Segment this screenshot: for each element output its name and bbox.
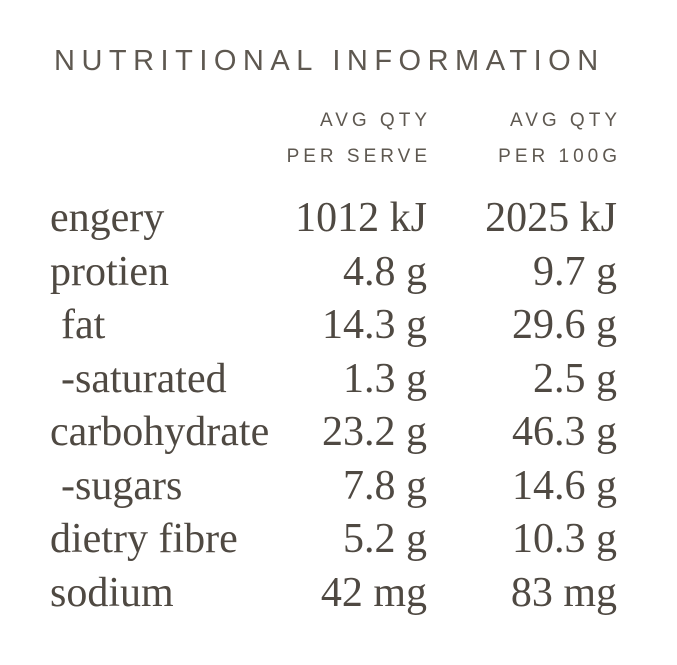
table-row: sodium 42 mg 83 mg: [50, 567, 617, 621]
per-serve-value: 4.8 g: [343, 248, 427, 295]
per-serve-value: 1.3 g: [343, 355, 427, 402]
table-row: protien 4.8 g 9.7 g: [50, 246, 617, 300]
table-row: -sugars 7.8 g 14.6 g: [50, 460, 617, 514]
nutrient-label: dietry fibre: [50, 516, 238, 562]
nutrient-label: carbohydrate: [50, 409, 270, 455]
per-serve-value: 7.8 g: [343, 462, 427, 509]
per-100g-value: 46.3 g: [512, 409, 617, 455]
page-title: NUTRITIONAL INFORMATION: [54, 45, 605, 77]
nutrient-label: fat: [61, 302, 106, 348]
per-serve-value: 5.2 g: [343, 516, 427, 562]
per-serve-header-line2: PER SERVE: [286, 146, 431, 167]
column-header-per-serve: AVG QTY PER SERVE: [282, 103, 431, 175]
per-serve-value: 23.2 g: [322, 409, 427, 455]
table-row: carbohydrate 23.2 g 46.3 g: [50, 406, 617, 460]
per-100g-value: 10.3 g: [512, 516, 617, 562]
table-row: dietry fibre 5.2 g 10.3 g: [50, 513, 617, 567]
column-headers: AVG QTY PER SERVE AVG QTY PER 100G: [0, 103, 677, 175]
per-serve-value: 14.3 g: [322, 302, 427, 348]
table-row: -saturated 1.3 g 2.5 g: [50, 353, 617, 407]
per-100g-value: 14.6 g: [512, 462, 617, 509]
per-100g-value: 9.7 g: [533, 248, 617, 295]
nutrient-label: -saturated: [61, 355, 227, 402]
table-row: fat 14.3 g 29.6 g: [50, 299, 617, 353]
column-header-per-100g: AVG QTY PER 100G: [427, 103, 621, 175]
per-serve-header-line1: AVG QTY: [319, 110, 431, 131]
per-100g-value: 83 mg: [510, 569, 617, 616]
nutrient-label: -sugars: [61, 462, 183, 509]
nutrient-label: sodium: [50, 569, 174, 616]
per-100g-header-line2: PER 100G: [498, 146, 621, 167]
nutrient-label: protien: [50, 248, 169, 295]
per-100g-value: 2025 kJ: [485, 195, 617, 241]
label-column-spacer: [50, 103, 286, 175]
per-100g-value: 2.5 g: [533, 355, 617, 402]
nutrition-table-rows: engery 1012 kJ 2025 kJ protien 4.8 g 9.7…: [0, 192, 677, 620]
table-row: engery 1012 kJ 2025 kJ: [50, 192, 617, 246]
nutrient-label: engery: [50, 195, 165, 241]
per-serve-value: 1012 kJ: [295, 195, 427, 241]
per-100g-value: 29.6 g: [512, 302, 617, 348]
per-serve-value: 42 mg: [320, 569, 427, 616]
per-100g-header-line1: AVG QTY: [509, 110, 621, 131]
